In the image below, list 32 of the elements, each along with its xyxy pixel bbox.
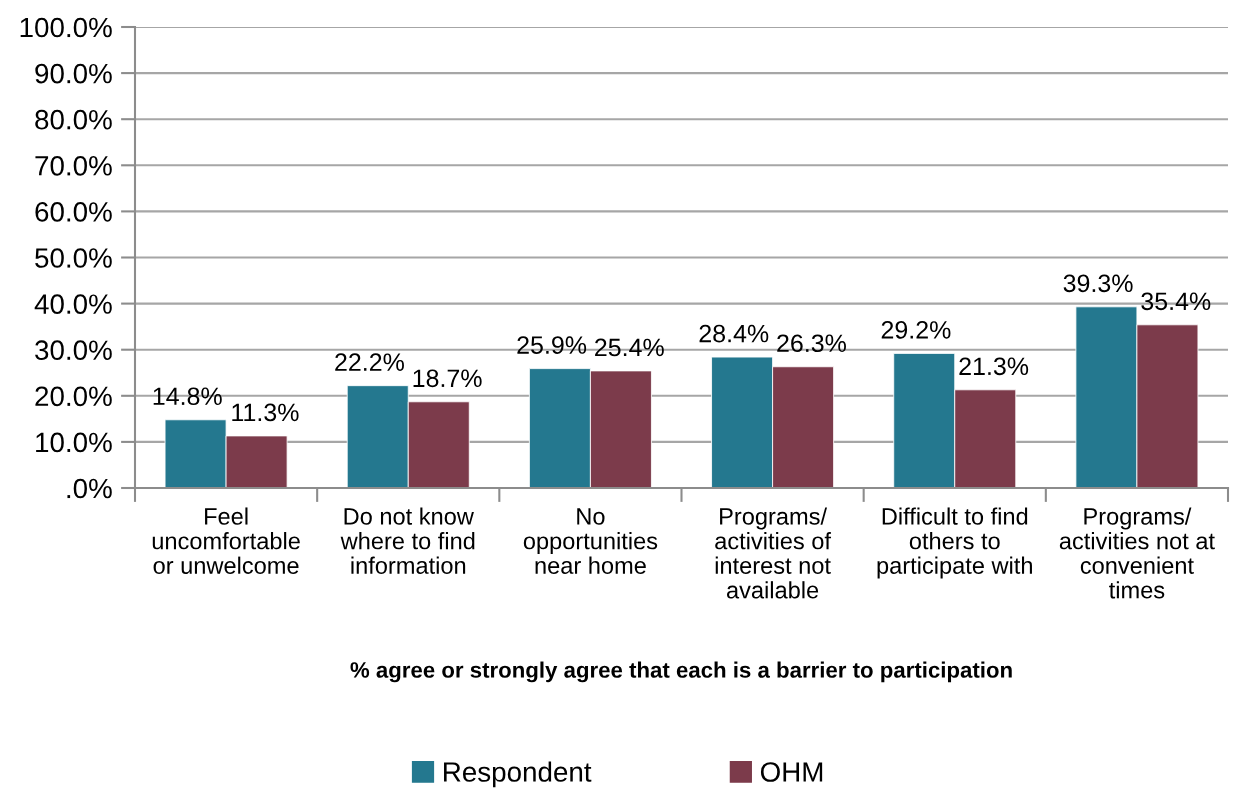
- y-tick-label: 20.0%: [35, 386, 112, 407]
- data-label: 21.3%: [959, 357, 1029, 376]
- y-tick-label: 30.0%: [35, 340, 112, 361]
- data-label: 39.3%: [1063, 274, 1133, 293]
- data-label: 22.2%: [335, 353, 404, 371]
- y-tick-label: 100.0%: [20, 17, 112, 38]
- x-tick-label: Do not know where to find information: [340, 507, 475, 574]
- y-tick-label: 10.0%: [36, 432, 112, 453]
- y-tick-label: 70.0%: [35, 155, 112, 176]
- data-label: 26.3%: [777, 334, 846, 353]
- data-label: 25.4%: [595, 338, 664, 357]
- data-label: 11.3%: [232, 403, 299, 422]
- data-label: 28.4%: [699, 324, 769, 343]
- data-label: 25.9%: [517, 336, 587, 354]
- x-tick-label: Programs/ activities of interest not available: [715, 507, 832, 599]
- x-axis-title: % agree or strongly agree that each is a barrier to participation: [350, 661, 1012, 683]
- x-tick-label: Programs/ activities not at convenient times: [1059, 507, 1215, 599]
- data-label: 29.2%: [881, 321, 951, 339]
- y-tick-label: 40.0%: [34, 294, 112, 314]
- data-label: 14.8%: [153, 387, 222, 406]
- x-tick-label: No opportunities near home: [523, 508, 658, 574]
- legend-label: OHM: [760, 762, 823, 782]
- y-tick-label: 50.0%: [35, 248, 112, 268]
- x-tick-label: Feel uncomfortable or unwelcome: [152, 507, 300, 574]
- data-label: 35.4%: [1141, 292, 1211, 311]
- x-tick-label: Difficult to find others to participate with: [877, 507, 1032, 579]
- data-label: 18.7%: [413, 369, 482, 388]
- y-tick-label: .0%: [67, 478, 112, 499]
- y-tick-label: 80.0%: [35, 109, 112, 130]
- legend-label: Respondent: [444, 761, 592, 788]
- y-tick-label: 60.0%: [35, 202, 112, 222]
- y-tick-label: 90.0%: [35, 63, 112, 84]
